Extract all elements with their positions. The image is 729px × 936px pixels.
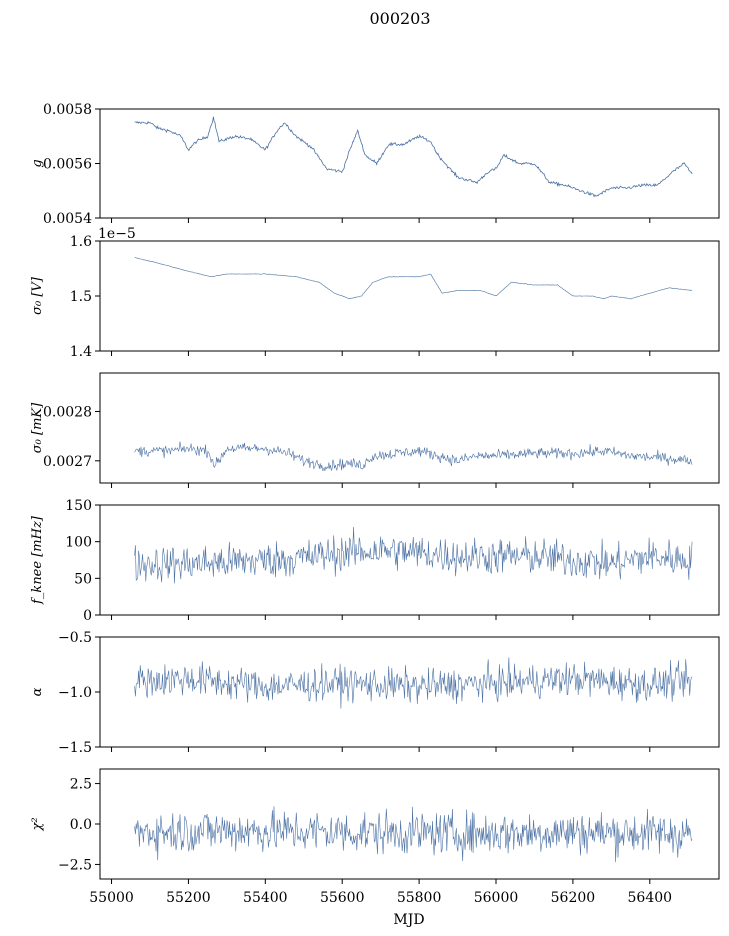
x-axis-label: MJD [393, 912, 424, 928]
y-tick-label: −2.5 [58, 857, 92, 873]
plot-frame [99, 372, 720, 484]
y-tick-label: 150 [65, 498, 92, 514]
panel-1: 0.0054 0.0056 0.0058 g [30, 102, 720, 227]
y-offset-text: 1e−5 [98, 226, 136, 242]
y-axis-label: σ₀ [V] [30, 276, 45, 315]
y-tick-label: 50 [74, 571, 92, 587]
x-tick-label: 55000 [89, 890, 134, 906]
x-tick-label: 56200 [551, 890, 596, 906]
plot-frame [99, 240, 720, 352]
y-tick-label: −1.5 [58, 740, 92, 756]
y-tick-label: 0.0058 [43, 102, 92, 118]
y-tick-label: −1.0 [58, 685, 92, 701]
x-tick-label: 56000 [474, 890, 519, 906]
y-axis-label: g [30, 159, 45, 167]
panel-6: −2.5 0.0 2.5 55000 55200 55400 55600 55800 56000… [30, 768, 720, 906]
series-line [134, 441, 693, 472]
y-tick-label: 0.0054 [43, 211, 92, 227]
series-line [134, 806, 693, 863]
y-tick-label: 1.6 [70, 234, 92, 250]
series-line [134, 257, 693, 300]
y-tick-label: 1.4 [70, 344, 92, 360]
panel-4: 0 50 100 150 f_knee [mHz] [30, 498, 720, 624]
y-tick-label: 0.0056 [43, 157, 92, 173]
panels: 0.0054 0.0056 0.0058 g 1.4 1.5 1.6 1e−5 σ₀ [V] 0.… [30, 102, 720, 906]
series-line [134, 526, 693, 584]
y-tick-label: 0.0 [70, 817, 92, 833]
figure-title: 000203 [369, 9, 430, 28]
y-tick-label: 0.0028 [43, 404, 92, 420]
x-tick-label: 55400 [243, 890, 288, 906]
plot-frame [99, 504, 720, 616]
panel-5: −1.5 −1.0 −0.5 α [30, 630, 720, 756]
y-tick-label: 1.5 [70, 289, 92, 305]
y-tick-label: 2.5 [70, 777, 92, 793]
y-axis-label: α [30, 687, 45, 696]
plot-frame [99, 108, 720, 219]
series-line [134, 657, 693, 709]
y-axis-label: f_knee [mHz] [30, 515, 45, 605]
x-tick-label: 55800 [397, 890, 442, 906]
y-tick-label: −0.5 [58, 630, 92, 646]
series-line [134, 116, 693, 198]
y-axis-label: σ₀ [mK] [30, 402, 45, 453]
y-axis-label: χ² [30, 817, 45, 831]
x-tick-label: 55600 [320, 890, 365, 906]
x-tick-label: 56400 [628, 890, 673, 906]
x-tick-label: 55200 [166, 890, 211, 906]
y-tick-label: 0 [83, 608, 92, 624]
y-tick-label: 100 [65, 535, 92, 551]
panel-2: 1.4 1.5 1.6 1e−5 σ₀ [V] [30, 226, 720, 360]
y-tick-label: 0.0027 [43, 454, 92, 470]
